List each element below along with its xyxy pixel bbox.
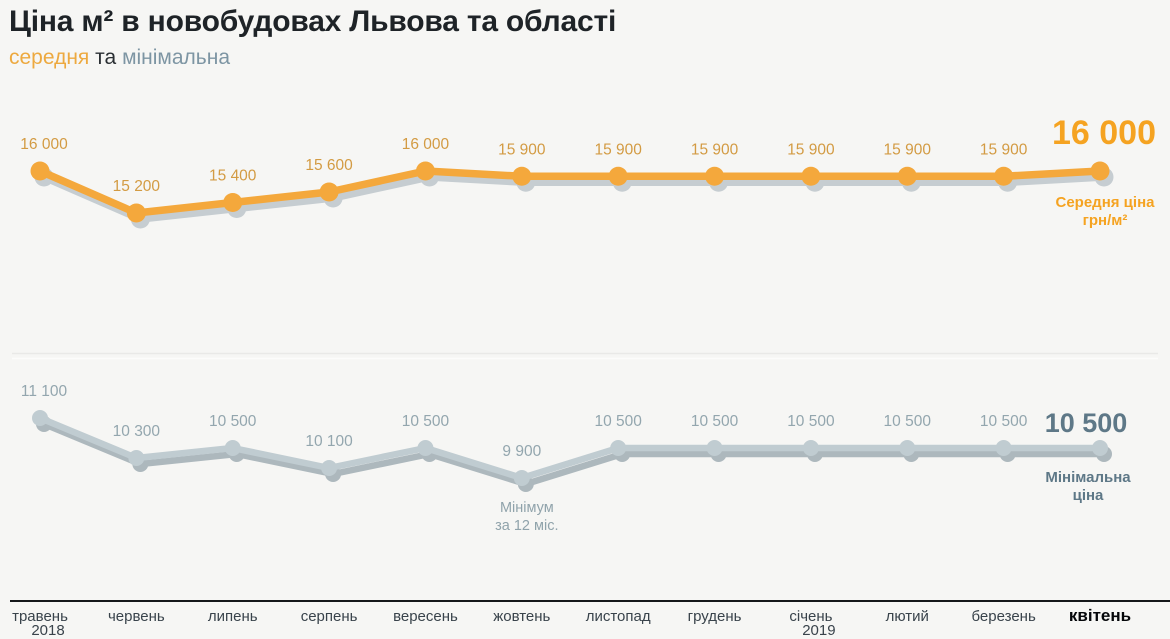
subtitle-average-label: середня bbox=[9, 46, 90, 69]
axis-label: квітень bbox=[1069, 606, 1131, 625]
axis-label: червень bbox=[108, 608, 165, 625]
axis-label: грудень bbox=[688, 608, 742, 625]
axis-year-label: 2019 bbox=[802, 622, 835, 639]
end-value-label: 16 000 bbox=[1052, 114, 1156, 152]
data-point bbox=[705, 166, 725, 186]
data-point bbox=[512, 166, 532, 186]
data-label: 16 000 bbox=[402, 136, 450, 153]
data-label: 11 100 bbox=[21, 383, 68, 400]
data-point bbox=[319, 182, 339, 202]
chart-subtitle: середня та мінімальна bbox=[9, 46, 616, 70]
data-label: 10 500 bbox=[691, 413, 739, 430]
data-point bbox=[128, 450, 145, 466]
data-label: 10 500 bbox=[402, 413, 450, 430]
data-label: 10 500 bbox=[594, 413, 642, 430]
axis-label: березень bbox=[971, 608, 1035, 625]
axis-label: жовтень bbox=[493, 608, 550, 625]
data-label: 10 500 bbox=[884, 413, 932, 430]
data-point bbox=[513, 470, 530, 486]
data-point bbox=[126, 203, 146, 223]
data-label: 15 900 bbox=[787, 141, 835, 158]
data-point bbox=[994, 166, 1014, 186]
data-label: 15 900 bbox=[691, 141, 739, 158]
data-label: 15 600 bbox=[305, 157, 353, 174]
subtitle-minimum-label: мінімальна bbox=[122, 46, 231, 69]
data-point bbox=[706, 440, 723, 456]
axis-year-label: 2018 bbox=[31, 622, 64, 639]
chart-header: Ціна м² в новобудовах Львова та області … bbox=[9, 4, 616, 70]
data-point bbox=[608, 166, 628, 186]
axis-label: вересень bbox=[393, 608, 458, 625]
data-point bbox=[415, 161, 435, 181]
data-label: 10 500 bbox=[209, 413, 257, 430]
data-label: 16 000 bbox=[20, 136, 68, 153]
series-name-label: грн/м² bbox=[1083, 212, 1128, 229]
annotation-text: за 12 міс. bbox=[495, 518, 558, 534]
data-label: 15 900 bbox=[498, 141, 546, 158]
data-point bbox=[897, 166, 917, 186]
data-point bbox=[995, 440, 1012, 456]
data-point bbox=[417, 440, 434, 456]
data-point bbox=[30, 161, 50, 181]
data-point bbox=[1090, 161, 1110, 181]
data-label: 9 900 bbox=[502, 443, 541, 460]
annotation-text: Мінімум bbox=[500, 500, 554, 516]
axis-label: травень bbox=[12, 608, 68, 625]
data-point bbox=[1092, 440, 1108, 456]
data-label: 15 200 bbox=[113, 178, 161, 195]
axis-label: лютий bbox=[886, 608, 929, 625]
data-point bbox=[899, 440, 916, 456]
data-label: 15 900 bbox=[594, 141, 642, 158]
data-point bbox=[801, 166, 821, 186]
series-name-label: Мінімальна bbox=[1045, 469, 1131, 486]
series-line bbox=[36, 167, 1104, 217]
data-label: 10 300 bbox=[113, 423, 161, 440]
axis-label: січень bbox=[789, 608, 832, 625]
data-label: 10 500 bbox=[980, 413, 1028, 430]
subtitle-connector: та bbox=[95, 46, 117, 69]
data-point bbox=[224, 440, 241, 456]
data-point bbox=[610, 440, 627, 456]
axis-label: липень bbox=[208, 608, 258, 625]
series-line bbox=[36, 414, 1104, 482]
data-point bbox=[32, 410, 48, 426]
data-label: 10 100 bbox=[305, 433, 353, 450]
data-label: 10 500 bbox=[787, 413, 835, 430]
data-point bbox=[321, 460, 338, 476]
data-label: 15 900 bbox=[980, 141, 1028, 158]
series-name-label: ціна bbox=[1073, 487, 1104, 504]
series-name-label: Середня ціна bbox=[1056, 194, 1156, 211]
data-label: 15 400 bbox=[209, 168, 257, 185]
data-point bbox=[802, 440, 819, 456]
axis-label: серпень bbox=[301, 608, 358, 625]
axis-label: листопад bbox=[586, 608, 651, 625]
page-title: Ціна м² в новобудовах Львова та області bbox=[9, 5, 617, 38]
data-label: 15 900 bbox=[884, 141, 932, 158]
data-point bbox=[223, 193, 243, 212]
end-value-label: 10 500 bbox=[1045, 408, 1128, 438]
